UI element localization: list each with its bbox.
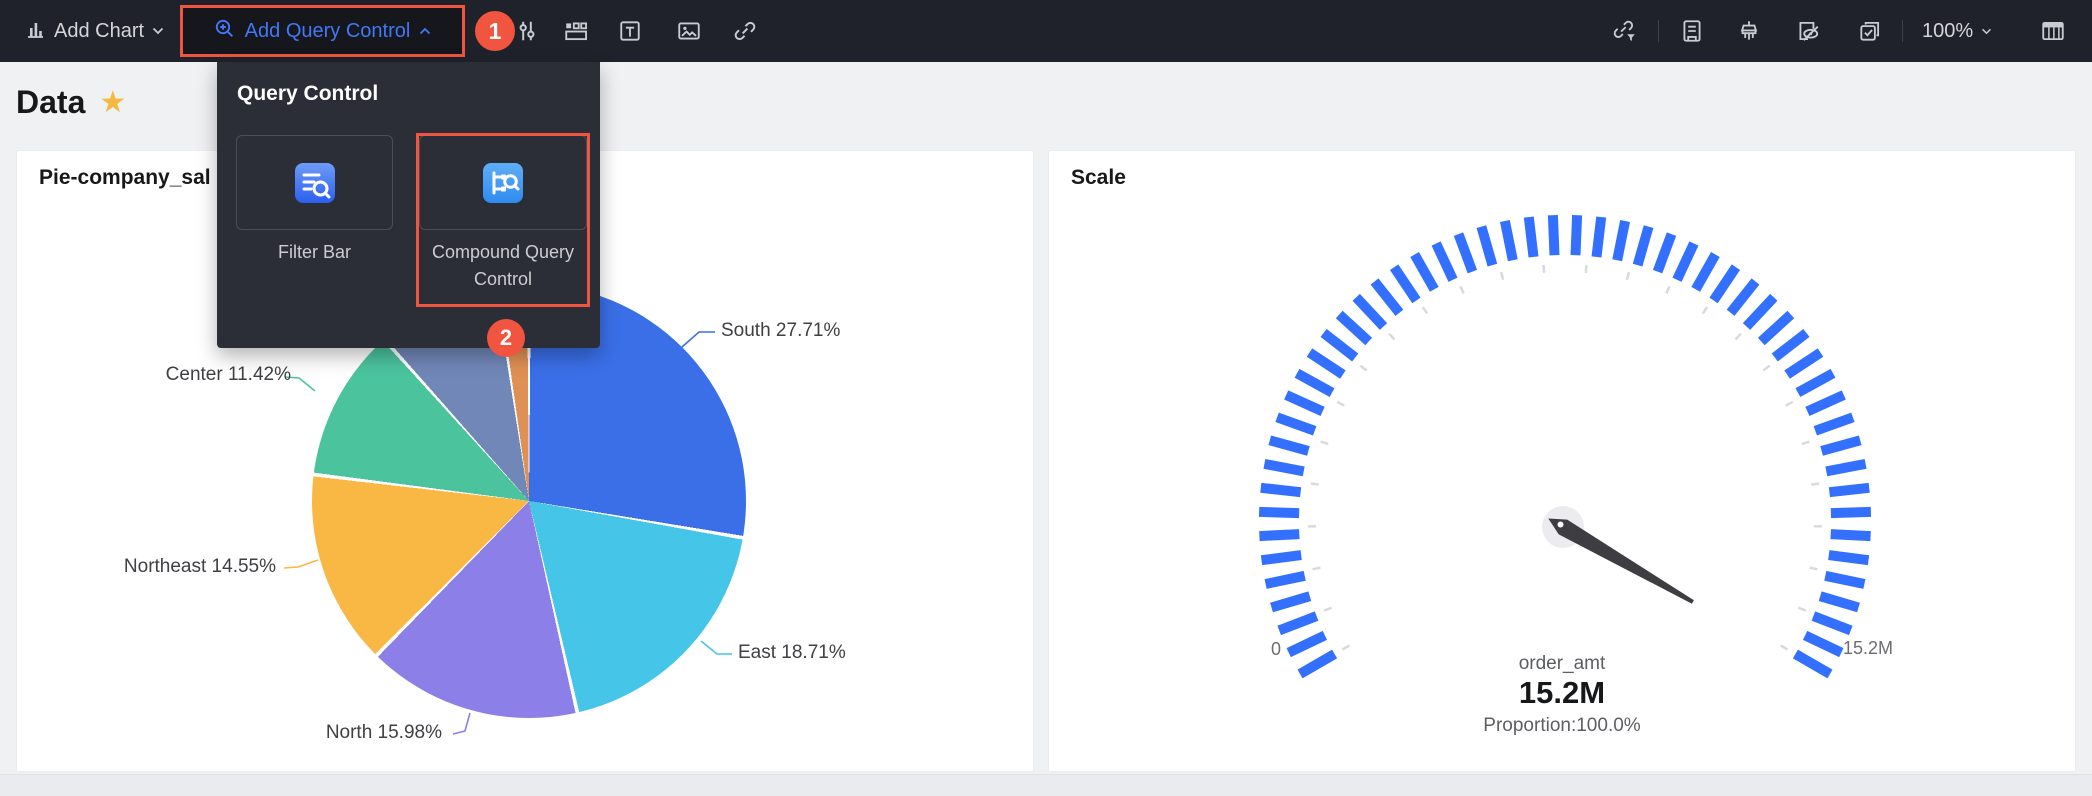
gauge-proportion: Proportion:100.0% (1483, 715, 1641, 736)
gauge-chart[interactable] (1049, 151, 2075, 771)
pie-label-east: East 18.71% (738, 642, 846, 663)
page-title: Data (16, 84, 86, 120)
document-icon[interactable] (1674, 13, 1710, 49)
caret-down-icon (1981, 22, 1992, 40)
bottom-strip (0, 774, 2092, 796)
gauge-min-label: 0 (1270, 639, 1281, 659)
pie-chart[interactable] (312, 284, 746, 718)
needle-hub-dot (1557, 521, 1564, 528)
pie-card-title: Pie-company_sal (39, 166, 211, 189)
bar-chart-icon (24, 18, 46, 45)
zoom-level-control[interactable]: 100% (1922, 0, 1992, 62)
caret-up-icon (419, 22, 431, 40)
gauge-ticks (1258, 215, 1872, 679)
dropdown-title: Query Control (237, 82, 379, 105)
pie-label-south: South 27.71% (721, 320, 841, 341)
link-icon[interactable] (727, 13, 763, 49)
step-2-badge: 2 (487, 319, 525, 357)
toolbar-divider (1902, 20, 1903, 42)
add-chart-button[interactable]: Add Chart (20, 0, 168, 62)
zoom-level-label: 100% (1922, 19, 1974, 42)
gauge-needle (1548, 518, 1694, 604)
step-1-badge: 1 (475, 11, 515, 51)
gauge-metric-label: order_amt (1518, 653, 1606, 674)
top-toolbar: Add Chart Add Query Control (0, 0, 2092, 62)
pie-label-north: North 15.98% (325, 722, 442, 743)
sliders-icon[interactable] (509, 13, 545, 49)
compound-query-icon (483, 162, 523, 203)
toolbar-divider (1658, 20, 1659, 42)
add-query-control-button[interactable]: Add Query Control (180, 5, 465, 57)
gauge-card-title: Scale (1071, 166, 1126, 189)
query-control-dropdown: Query Control Filter Bar (217, 62, 600, 348)
grid-table-icon[interactable] (2035, 13, 2071, 49)
page-heading: Data ★ (16, 84, 126, 121)
filter-bar-label: Filter Bar (277, 242, 351, 262)
gauge-value: 15.2M (1518, 675, 1606, 710)
filter-bar-icon (294, 162, 335, 203)
pie-label-center: Center 11.42% (165, 364, 291, 385)
clear-brush-icon[interactable] (1731, 13, 1767, 49)
gauge-max-label: 15.2M (1843, 638, 1894, 658)
caret-down-icon (152, 22, 164, 40)
hide-document-icon[interactable] (1790, 13, 1826, 49)
link-filter-icon[interactable] (1607, 13, 1643, 49)
tab-widget-icon[interactable] (558, 13, 594, 49)
image-icon[interactable] (671, 13, 707, 49)
text-icon[interactable] (612, 13, 648, 49)
compound-query-control-tile[interactable] (419, 135, 587, 230)
needle-hub (1555, 519, 1571, 535)
compound-query-control-label: Compound Query Control (431, 242, 575, 289)
gauge-chart-card: Scale 0 15.2M order_amt 15.2M Proportion… (1048, 150, 2076, 772)
add-query-control-label: Add Query Control (244, 19, 411, 42)
zoom-plus-icon (214, 18, 236, 45)
filter-bar-tile[interactable] (236, 135, 393, 230)
star-icon[interactable]: ★ (99, 85, 127, 119)
add-chart-label: Add Chart (54, 19, 145, 42)
multi-select-icon[interactable] (1852, 13, 1888, 49)
pie-label-northeast: Northeast 14.55% (123, 556, 276, 577)
